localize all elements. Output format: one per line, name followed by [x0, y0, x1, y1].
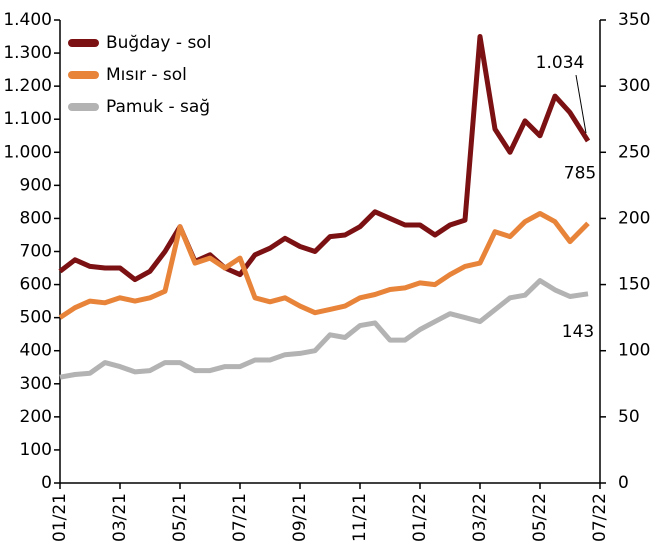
x-tick-label: 07/21	[230, 493, 250, 542]
y2-tick-label: 150	[618, 275, 650, 295]
y-tick-label: 200	[20, 407, 52, 427]
value-label: 143	[562, 322, 594, 342]
y-tick-label: 1.300	[3, 43, 52, 63]
y2-tick-label: 200	[618, 208, 650, 228]
y2-tick-label: 0	[618, 473, 629, 493]
y-tick-label: 400	[20, 341, 52, 361]
series-line	[58, 211, 590, 320]
y-tick-label: 1.200	[3, 76, 52, 96]
legend-label: Buğday - sol	[106, 33, 211, 53]
y-tick-label: 700	[20, 242, 52, 262]
legend-label: Mısır - sol	[106, 65, 187, 85]
x-tick-label: 03/22	[470, 493, 490, 542]
y-tick-label: 1.000	[3, 142, 52, 162]
series-line	[59, 278, 589, 380]
y2-tick-label: 250	[618, 142, 650, 162]
y-tick-label: 0	[41, 473, 52, 493]
value-label: 1.034	[536, 53, 585, 73]
x-tick-label: 05/22	[530, 493, 550, 542]
y-tick-label: 800	[20, 208, 52, 228]
y-tick-label: 500	[20, 308, 52, 328]
y-tick-label: 1.400	[3, 10, 52, 30]
x-tick-label: 07/22	[590, 493, 610, 542]
y-tick-label: 1.100	[3, 109, 52, 129]
y-tick-label: 900	[20, 175, 52, 195]
x-tick-label: 01/22	[410, 493, 430, 542]
x-tick-label: 01/21	[50, 493, 70, 542]
x-tick-label: 05/21	[170, 493, 190, 542]
y-tick-label: 600	[20, 275, 52, 295]
leader-line	[575, 74, 587, 134]
y2-tick-label: 350	[618, 10, 650, 30]
y2-tick-label: 100	[618, 341, 650, 361]
y2-tick-label: 50	[618, 407, 640, 427]
y-tick-label: 300	[20, 374, 52, 394]
x-tick-label: 09/21	[290, 493, 310, 542]
x-tick-label: 03/21	[110, 493, 130, 542]
y-tick-label: 100	[20, 440, 52, 460]
y2-tick-label: 300	[618, 76, 650, 96]
value-label: 785	[564, 163, 596, 183]
legend-label: Pamuk - sağ	[106, 97, 210, 117]
x-tick-label: 11/21	[350, 493, 370, 542]
series-line	[58, 34, 591, 283]
